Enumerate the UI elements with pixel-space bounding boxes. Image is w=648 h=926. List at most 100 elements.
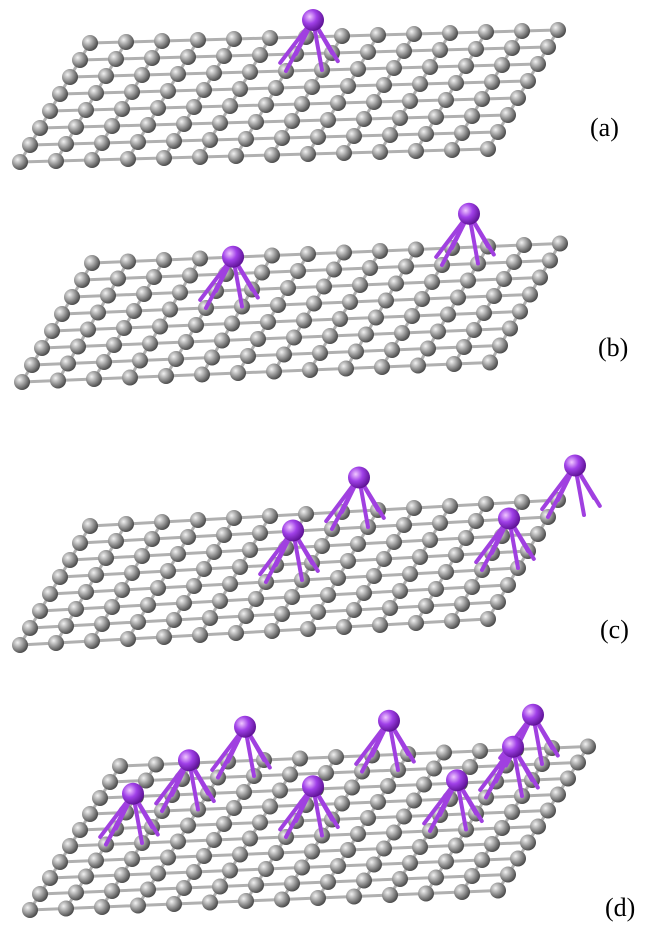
- carbon-atom: [58, 618, 74, 634]
- carbon-atom: [154, 33, 170, 49]
- carbon-atom: [474, 91, 490, 107]
- carbon-atom: [370, 794, 386, 810]
- carbon-atom: [70, 339, 86, 355]
- carbon-atom: [188, 317, 204, 333]
- carbon-atom: [78, 584, 94, 600]
- carbon-atom: [500, 577, 516, 593]
- carbon-atom: [320, 112, 336, 128]
- carbon-atom: [304, 844, 320, 860]
- carbon-atom: [428, 581, 444, 597]
- carbon-atom: [404, 308, 420, 324]
- carbon-atom: [186, 864, 202, 880]
- carbon-atom: [392, 110, 408, 126]
- carbon-atom: [362, 260, 378, 276]
- carbon-atom: [232, 847, 248, 863]
- carbon-atom: [86, 371, 102, 387]
- carbon-atom: [460, 273, 476, 289]
- carbon-atom: [320, 587, 336, 603]
- carbon-atom: [166, 896, 182, 912]
- carbon-atom: [72, 535, 88, 551]
- carbon-atom: [372, 243, 388, 259]
- carbon-atom: [192, 251, 208, 267]
- adatom: [282, 520, 304, 542]
- carbon-atom: [514, 23, 530, 39]
- carbon-atom: [276, 347, 292, 363]
- carbon-atom: [442, 498, 458, 514]
- carbon-atom: [300, 621, 316, 637]
- adatom: [178, 749, 200, 771]
- carbon-atom: [422, 532, 438, 548]
- carbon-atom: [476, 305, 492, 321]
- carbon-atom: [62, 69, 78, 85]
- carbon-atom: [408, 143, 424, 159]
- carbon-atom: [252, 815, 268, 831]
- carbon-atom: [132, 353, 148, 369]
- carbon-atom: [242, 831, 258, 847]
- carbon-atom: [440, 307, 456, 323]
- carbon-atom: [88, 85, 104, 101]
- carbon-atom: [156, 150, 172, 166]
- carbon-atom: [120, 631, 136, 647]
- carbon-atom: [194, 367, 210, 383]
- carbon-atom: [114, 101, 130, 117]
- carbon-atom: [34, 340, 50, 356]
- carbon-atom: [148, 757, 164, 773]
- carbon-atom: [412, 76, 428, 92]
- carbon-atom: [170, 546, 186, 562]
- carbon-atom: [334, 28, 350, 44]
- carbon-atom: [134, 548, 150, 564]
- carbon-atom: [154, 514, 170, 530]
- adatom: [302, 775, 324, 797]
- carbon-atom: [420, 341, 436, 357]
- carbon-atom: [358, 327, 374, 343]
- carbon-atom: [492, 338, 508, 354]
- carbon-atom: [216, 48, 232, 64]
- carbon-atom: [282, 767, 298, 783]
- carbon-atom: [330, 570, 346, 586]
- carbon-atom: [504, 804, 520, 820]
- carbon-atom: [410, 358, 426, 374]
- carbon-atom: [84, 255, 100, 271]
- panel-label: (c): [600, 615, 629, 644]
- carbon-atom: [136, 286, 152, 302]
- carbon-atom: [228, 148, 244, 164]
- carbon-atom: [372, 144, 388, 160]
- carbon-atom: [64, 289, 80, 305]
- carbon-atom: [530, 56, 546, 72]
- carbon-atom: [52, 569, 68, 585]
- carbon-atom: [52, 86, 68, 102]
- carbon-atom: [106, 337, 122, 353]
- carbon-atom: [320, 874, 336, 890]
- carbon-atom: [152, 319, 168, 335]
- carbon-atom: [502, 321, 518, 337]
- carbon-atom: [230, 365, 246, 381]
- carbon-atom: [98, 68, 114, 84]
- carbon-atom: [494, 57, 510, 73]
- carbon-atom: [290, 263, 306, 279]
- carbon-atom: [336, 619, 352, 635]
- carbon-atom: [382, 600, 398, 616]
- carbon-atom: [100, 288, 116, 304]
- carbon-atom: [72, 52, 88, 68]
- carbon-atom: [438, 92, 454, 108]
- carbon-atom: [516, 237, 532, 253]
- carbon-atom: [158, 368, 174, 384]
- carbon-atom: [248, 114, 264, 130]
- carbon-atom: [196, 848, 212, 864]
- carbon-atom: [88, 853, 104, 869]
- carbon-atom: [114, 867, 130, 883]
- carbon-atom: [376, 551, 392, 567]
- carbon-atom: [376, 77, 392, 93]
- carbon-atom: [464, 868, 480, 884]
- carbon-atom: [62, 838, 78, 854]
- carbon-atom: [482, 355, 498, 371]
- carbon-atom: [300, 246, 316, 262]
- carbon-atom: [94, 899, 110, 915]
- carbon-atom: [480, 141, 496, 157]
- carbon-atom: [104, 599, 120, 615]
- carbon-atom: [118, 34, 134, 50]
- carbon-atom: [316, 279, 332, 295]
- carbon-atom: [380, 778, 396, 794]
- carbon-atom: [172, 285, 188, 301]
- carbon-atom: [150, 100, 166, 116]
